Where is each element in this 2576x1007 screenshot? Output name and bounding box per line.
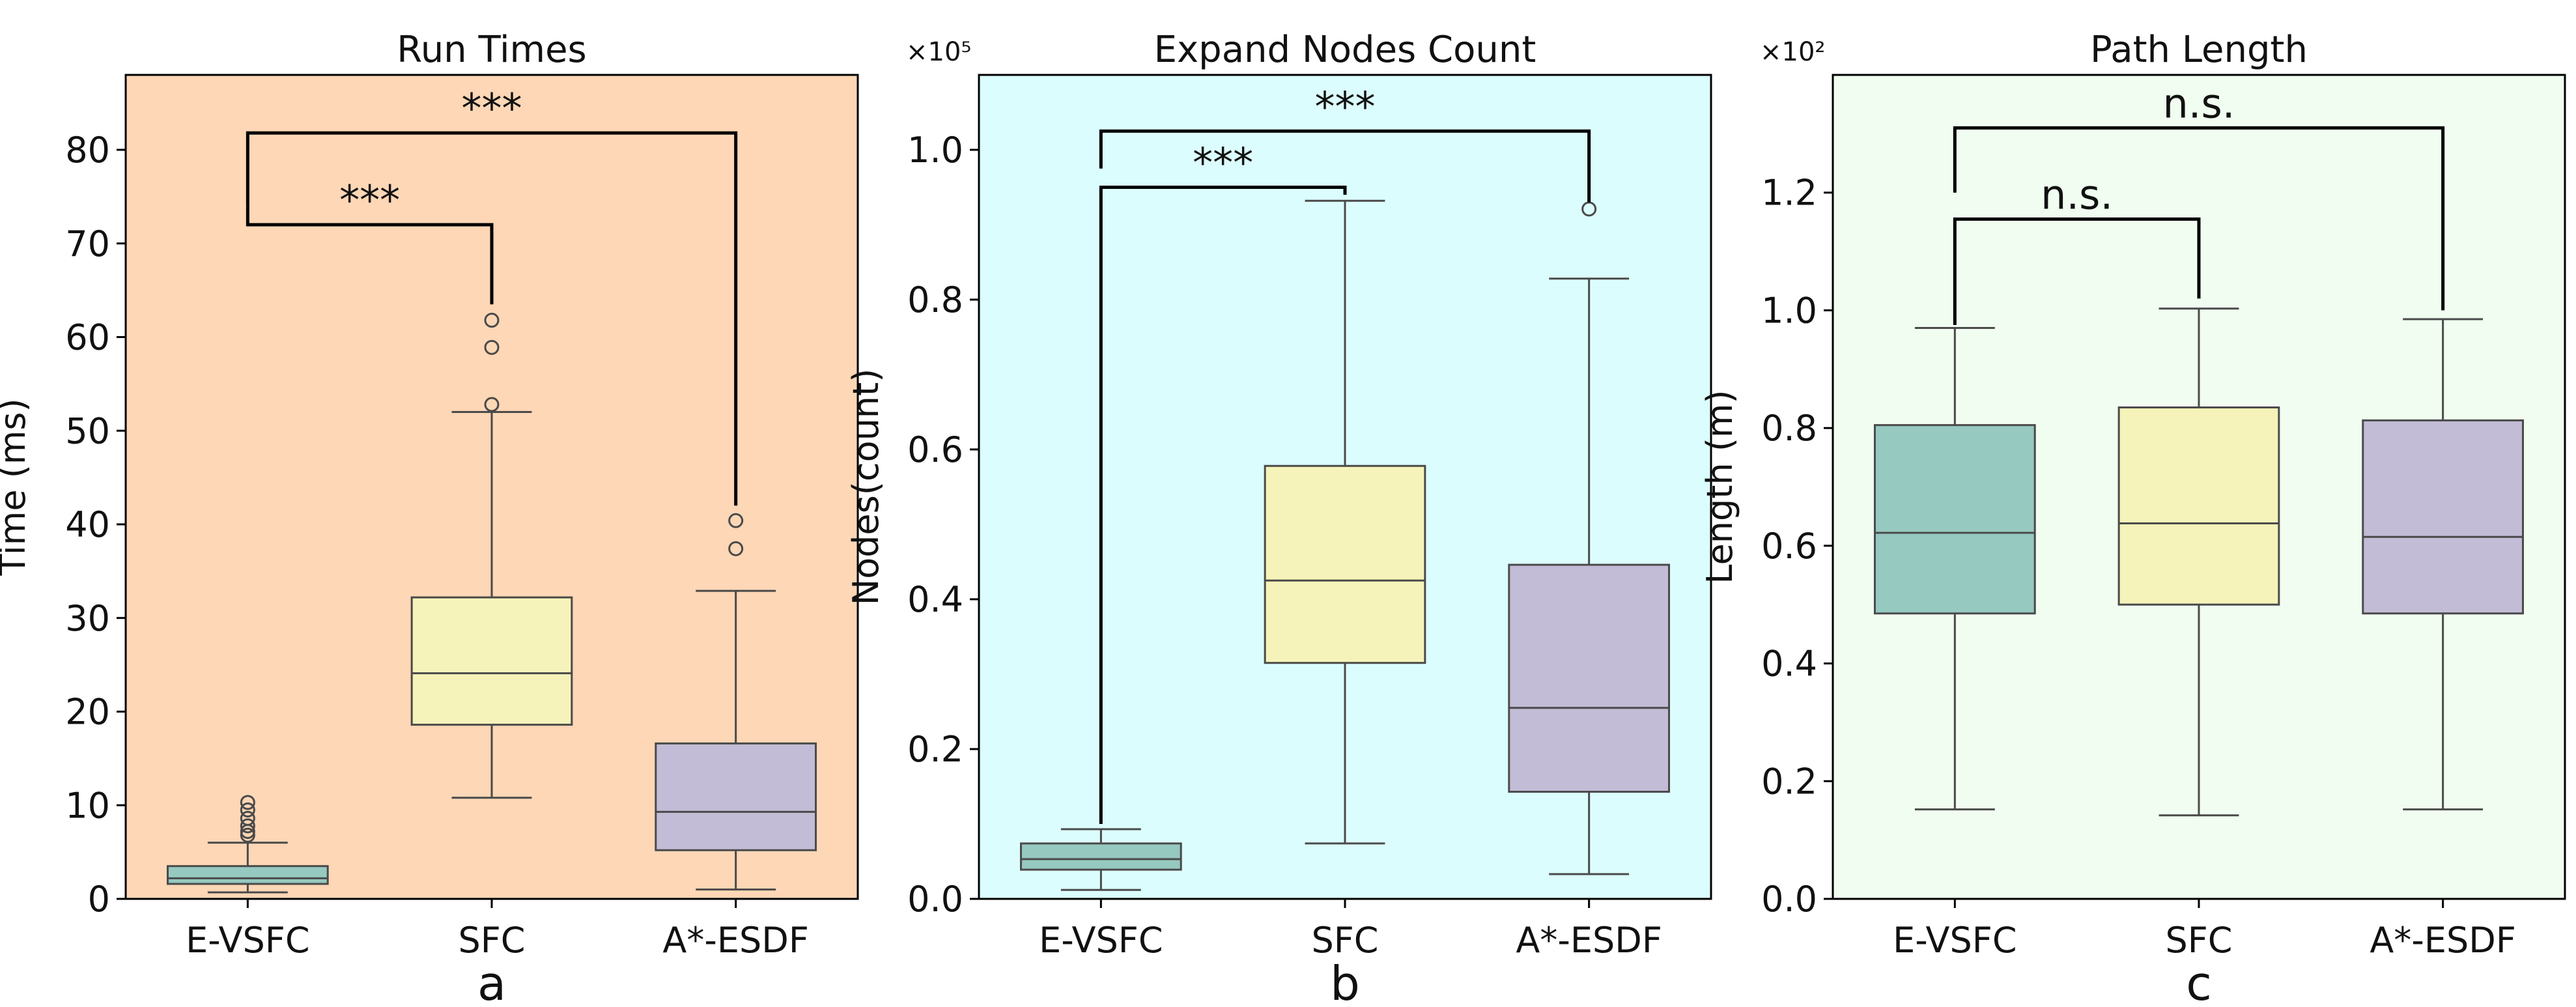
y-tick-label: 1.0	[907, 130, 963, 171]
outlier-point	[240, 827, 255, 843]
box-A*-ESDF	[655, 513, 817, 891]
box-body	[1019, 842, 1182, 871]
panel-label: b	[1330, 956, 1360, 1007]
outlier-point	[728, 513, 744, 528]
y-tick-label: 0.4	[1761, 644, 1817, 685]
bracket-line	[1953, 126, 2445, 311]
significance-bracket: n.s.	[1953, 171, 2201, 326]
chart-title: Path Length	[2090, 29, 2308, 71]
outlier-point	[240, 818, 255, 834]
y-tick-label: 0	[88, 879, 110, 920]
outlier-point	[240, 810, 255, 826]
outlier-point	[484, 397, 500, 412]
bracket-line	[246, 206, 494, 305]
bracket-line	[246, 131, 738, 506]
box-A*-ESDF	[2362, 318, 2525, 811]
outlier-point	[240, 795, 255, 810]
outlier-point	[240, 802, 255, 817]
x-tick-label: A*-ESDF	[2370, 920, 2515, 961]
x-tick-label: A*-ESDF	[662, 920, 808, 961]
outlier-point	[728, 541, 744, 556]
y-axis-label: Length (m)	[1699, 390, 1740, 584]
significance-label: n.s.	[2041, 171, 2113, 218]
x-tick-label: E-VSFC	[186, 920, 309, 961]
y-tick-label: 40	[65, 504, 110, 545]
y-axis-label: Nodes(count)	[845, 369, 886, 606]
axis-multiplier: ×10⁵	[906, 37, 971, 67]
significance-label: ***	[339, 177, 400, 224]
y-tick-label: 70	[65, 223, 110, 264]
box-body	[655, 742, 817, 851]
y-axis-label: Time (ms)	[0, 398, 33, 576]
outlier-point	[484, 313, 500, 328]
significance-bracket: n.s.	[1953, 79, 2445, 311]
y-tick-label: 50	[65, 410, 110, 451]
y-tick-label: 0.8	[907, 279, 963, 320]
significance-bracket: ***	[1099, 83, 1591, 203]
y-tick-label: 0.6	[1761, 526, 1817, 567]
significance-bracket: ***	[246, 177, 494, 305]
y-tick-label: 0.0	[1761, 879, 1817, 920]
y-tick-label: 1.0	[1761, 290, 1817, 331]
box-SFC	[410, 313, 573, 799]
y-tick-label: 0.2	[1761, 761, 1817, 802]
chart-title: Run Times	[397, 29, 586, 71]
significance-bracket: ***	[1099, 139, 1347, 824]
chart-panel-a: Run Times Time (ms) 0 10 20 30 40 50 60 70 80 E-VSF…	[0, 29, 859, 1007]
x-tick-label: SFC	[2165, 920, 2232, 961]
y-tick-label: 0.6	[907, 429, 963, 470]
bracket-line	[1953, 217, 2201, 326]
box-body	[166, 865, 329, 885]
box-body	[2362, 419, 2525, 615]
box-A*-ESDF	[1508, 201, 1671, 875]
x-tick-label: E-VSFC	[1893, 920, 2017, 961]
y-tick-label: 1.2	[1761, 173, 1817, 214]
y-tick-label: 0.0	[907, 879, 963, 920]
box-body	[1264, 464, 1426, 664]
panel-label: a	[477, 956, 506, 1007]
bracket-line	[1099, 129, 1591, 203]
x-tick-label: SFC	[1311, 920, 1378, 961]
x-tick-label: E-VSFC	[1039, 920, 1163, 961]
y-tick-label: 0.2	[907, 729, 963, 770]
axis-multiplier: ×10²	[1760, 37, 1825, 67]
box-E-VSFC	[1873, 327, 2036, 811]
bracket-line	[1099, 186, 1347, 824]
significance-label: ***	[462, 85, 522, 132]
y-tick-label: 0.8	[1761, 408, 1817, 449]
axes-frame	[124, 74, 859, 900]
outlier-point	[484, 339, 500, 355]
chart-panel-c: Path Length ×10² Length (m) 0.0 0.2 0.4 0.6 0.8…	[1699, 29, 2566, 1007]
chart-title: Expand Nodes Count	[1154, 29, 1536, 71]
y-tick-label: 80	[65, 130, 110, 171]
panel-label: c	[2186, 956, 2212, 1007]
significance-bracket: ***	[246, 85, 738, 506]
y-tick-label: 60	[65, 317, 110, 358]
box-body	[410, 596, 573, 726]
y-tick-label: 0.4	[907, 579, 963, 620]
axes-frame	[1832, 74, 2566, 900]
axes-frame	[978, 74, 1712, 900]
outlier-point	[1581, 201, 1597, 217]
y-tick-label: 10	[65, 785, 110, 826]
box-body	[2117, 406, 2280, 606]
box-E-VSFC	[1019, 828, 1182, 891]
significance-label: ***	[1315, 83, 1376, 130]
chart-panel-b: Expand Nodes Count ×10⁵ Nodes(count) 0.0 0.2…	[845, 29, 1712, 1007]
box-SFC	[2117, 307, 2280, 817]
box-SFC	[1264, 199, 1426, 845]
significance-label: n.s.	[2162, 79, 2235, 127]
box-E-VSFC	[166, 795, 329, 894]
x-tick-label: SFC	[458, 920, 525, 961]
box-body	[1508, 563, 1671, 793]
y-tick-label: 20	[65, 692, 110, 733]
significance-label: ***	[1193, 139, 1253, 187]
box-body	[1873, 424, 2036, 615]
x-tick-label: A*-ESDF	[1516, 920, 1662, 961]
y-tick-label: 30	[65, 598, 110, 639]
